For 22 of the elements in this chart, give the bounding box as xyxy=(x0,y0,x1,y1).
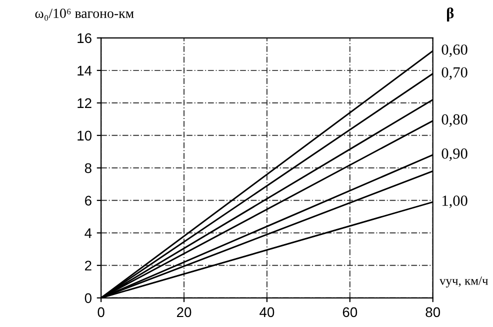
y-tick-label: 8 xyxy=(84,163,92,174)
y-tick-label: 12 xyxy=(78,98,92,108)
y-tick-label: 16 xyxy=(78,33,92,44)
series-label: 0,80 xyxy=(442,114,468,127)
y-tick-label: 2 xyxy=(85,260,92,270)
legend-title: β xyxy=(446,8,454,22)
x-tick-label: 60 xyxy=(342,307,358,318)
y-axis-title: ω₀/10⁶ вагоно-км xyxy=(35,8,134,21)
series-label: 0,90 xyxy=(442,148,468,161)
x-tick-label: 0 xyxy=(98,307,104,318)
y-tick-label: 14 xyxy=(78,66,92,76)
y-tick-label: 4 xyxy=(84,228,92,238)
series-label: 1,00 xyxy=(442,196,468,208)
series-label: 0,60 xyxy=(442,44,468,57)
x-tick-label: 20 xyxy=(176,307,192,318)
x-tick-label: 40 xyxy=(260,307,274,318)
y-tick-label: 10 xyxy=(78,130,92,141)
y-tick-label: 6 xyxy=(85,196,92,206)
x-axis-title: vуч, км/ч xyxy=(439,276,488,288)
y-tick-label: 0 xyxy=(84,293,92,304)
x-tick-label: 80 xyxy=(426,307,440,318)
series-label: 0,70 xyxy=(442,67,468,80)
